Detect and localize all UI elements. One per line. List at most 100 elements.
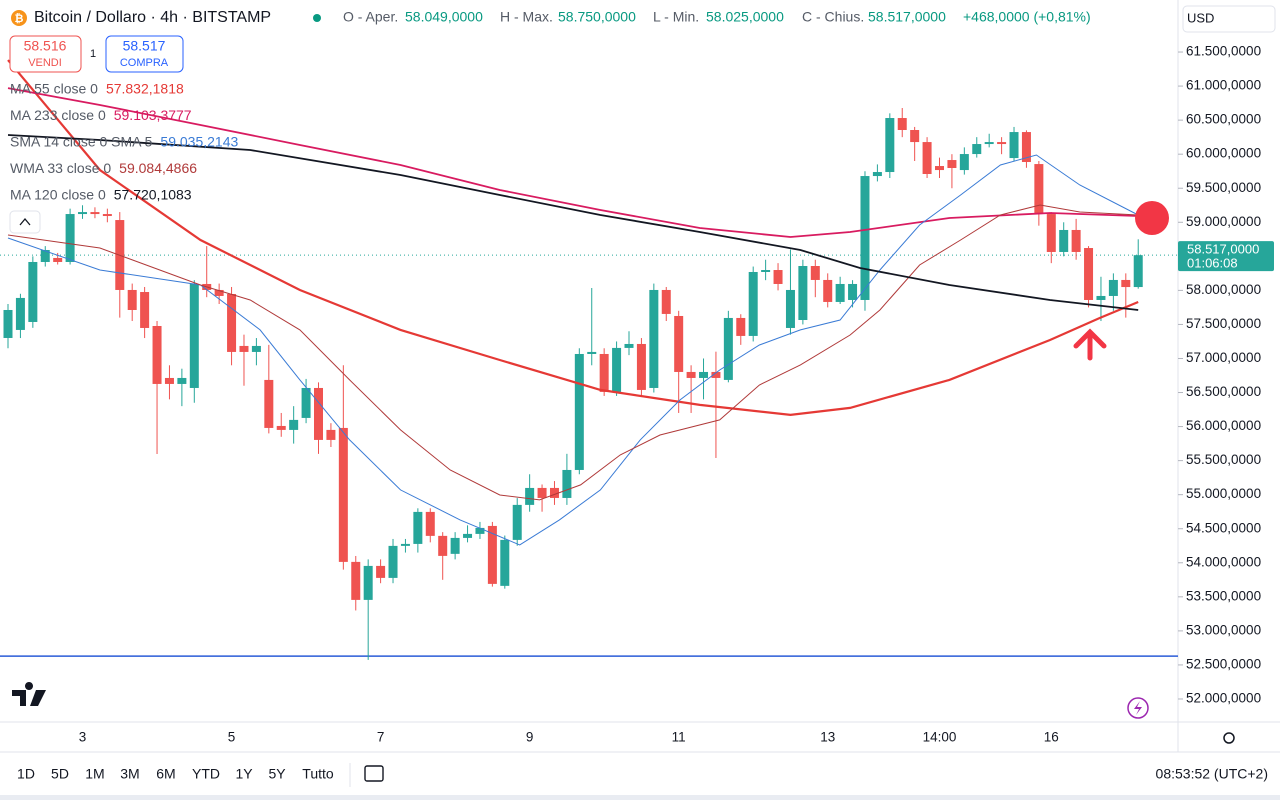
y-tick-label: 56.500,0000 — [1186, 384, 1261, 399]
range-button[interactable]: 3M — [120, 766, 139, 782]
candle-body — [28, 261, 38, 322]
x-tick-label: 16 — [1044, 730, 1059, 745]
candle-body — [65, 214, 75, 262]
candle-body — [624, 343, 634, 348]
candle-body — [276, 425, 286, 430]
buy-button[interactable] — [105, 35, 184, 73]
x-tick-label: 14:00 — [923, 730, 957, 745]
candle-body — [1096, 295, 1106, 300]
range-button[interactable]: Tutto — [302, 766, 334, 782]
y-tick-label: 57.500,0000 — [1186, 316, 1261, 331]
range-button[interactable]: YTD — [192, 766, 220, 782]
candle-body — [90, 212, 100, 215]
y-tick-label: 60.000,0000 — [1186, 146, 1261, 161]
bitcoin-icon — [11, 10, 27, 26]
marker-arrow — [1073, 328, 1107, 361]
lightning-button[interactable] — [1127, 697, 1149, 719]
y-tick-label: 54.500,0000 — [1186, 520, 1261, 535]
candle-body — [848, 283, 858, 300]
buy-label[interactable]: COMPRA — [120, 57, 169, 69]
candle-body — [674, 315, 684, 372]
y-tick-label: 57.000,0000 — [1186, 350, 1261, 365]
indicator-line — [7, 204, 1139, 501]
candle-body — [1034, 164, 1044, 215]
candle-body — [1108, 279, 1118, 296]
currency-label[interactable]: USD — [1187, 10, 1214, 25]
candle-body — [376, 565, 386, 578]
y-tick-label: 59.000,0000 — [1186, 214, 1261, 229]
sell-price[interactable]: 58.516 — [24, 38, 67, 54]
x-tick-label: 7 — [377, 730, 385, 745]
candle-body — [487, 525, 497, 584]
legend-value: 59.103,3777 — [114, 107, 192, 123]
range-button[interactable]: 6M — [156, 766, 175, 782]
lightning-icon[interactable] — [1134, 701, 1142, 715]
range-button[interactable]: 1M — [85, 766, 104, 782]
candle-body — [251, 345, 261, 352]
y-tick-label: 61.500,0000 — [1186, 44, 1261, 59]
indicator-line — [7, 154, 1139, 546]
candle-body — [699, 371, 709, 378]
legend-name: MA 55 close 0 — [10, 81, 98, 97]
candle-body — [823, 279, 833, 302]
candle-body — [562, 469, 572, 498]
sell-button[interactable] — [9, 35, 82, 73]
range-button[interactable]: 5Y — [268, 766, 286, 782]
currency-button[interactable] — [1182, 5, 1276, 33]
candle-body — [351, 561, 361, 600]
candle-body — [363, 565, 373, 600]
spread: 1 — [90, 48, 96, 60]
candle-body — [512, 504, 522, 540]
candle-body — [1133, 255, 1143, 288]
candle-body — [140, 292, 150, 328]
buy-price[interactable]: 58.517 — [123, 38, 166, 54]
price-tag-label: 58.517,0000 — [1187, 242, 1259, 257]
candle-body — [78, 212, 88, 215]
candle-body — [661, 289, 671, 314]
candle-body — [872, 172, 882, 177]
legend-name: SMA 14 close 0 SMA 5 — [10, 134, 153, 150]
candle-body — [450, 537, 460, 554]
range-button[interactable]: 1D — [17, 766, 35, 782]
candle-body — [959, 154, 969, 171]
legend-value: 59.035,2143 — [160, 134, 238, 150]
candle-body — [425, 511, 435, 536]
candle-body — [612, 347, 622, 392]
candle-body — [773, 270, 783, 284]
y-tick-label: 55.000,0000 — [1186, 486, 1261, 501]
range-button[interactable]: 1Y — [235, 766, 253, 782]
high-label: H - Max. — [500, 9, 553, 25]
candle-body — [599, 353, 609, 392]
indicator-line — [7, 134, 1139, 311]
candle-body — [127, 289, 137, 310]
candle-body — [860, 176, 870, 300]
y-tick-label: 55.500,0000 — [1186, 452, 1261, 467]
candle-body — [897, 118, 907, 131]
candle-body — [997, 142, 1007, 145]
candle-body — [723, 317, 733, 380]
collapse-icon[interactable] — [19, 217, 31, 226]
candle-body — [587, 351, 597, 354]
y-tick-label: 59.500,0000 — [1186, 180, 1261, 195]
candle-body — [102, 214, 112, 217]
candle-body — [1009, 132, 1019, 159]
legend-name: WMA 33 close 0 — [10, 160, 111, 176]
calendar-icon[interactable] — [364, 765, 384, 782]
settings-icon[interactable] — [1223, 732, 1235, 744]
close-value: 58.517,0000 — [868, 9, 946, 25]
candle-body — [400, 543, 410, 546]
sell-label[interactable]: VENDI — [28, 57, 62, 69]
candle-body — [935, 166, 944, 171]
candle-body — [475, 527, 485, 534]
y-tick-label: 53.500,0000 — [1186, 588, 1261, 603]
x-tick-label: 3 — [79, 730, 87, 745]
bottom-strip — [0, 795, 1280, 800]
collapse-legend[interactable] — [9, 210, 41, 234]
candle-body — [40, 249, 50, 262]
low-value: 58.025,0000 — [706, 9, 784, 25]
range-button[interactable]: 5D — [51, 766, 69, 782]
x-tick-label: 9 — [526, 730, 534, 745]
candle-body — [500, 539, 510, 586]
